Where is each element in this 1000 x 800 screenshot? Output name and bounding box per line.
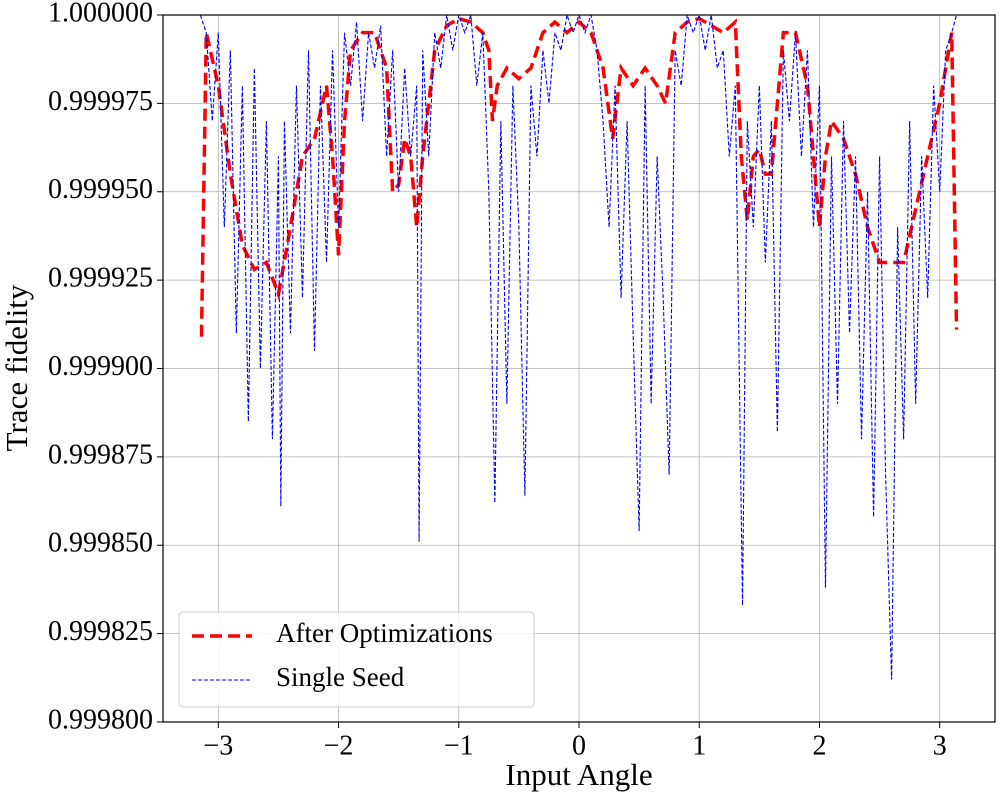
y-tick-label: 0.999825: [48, 616, 153, 647]
legend-box: [178, 611, 535, 708]
ticks: 0.999800 0.999825 0.999850 0.999875 0.999900…: [48, 0, 947, 761]
grid: [163, 14, 995, 723]
y-tick-label: 0.999975: [48, 86, 153, 117]
y-tick-label: 0.999900: [48, 351, 153, 382]
legend: After Optimizations Single Seed: [178, 611, 535, 708]
line-series: [199, 16, 959, 337]
x-tick-label: 3: [933, 730, 947, 761]
x-tick-label: −1: [444, 730, 474, 761]
y-tick-label: 1.000000: [48, 0, 153, 28]
y-tick-label: 0.999875: [48, 439, 153, 470]
x-axis-label: Input Angle: [505, 757, 652, 792]
plot-lines: [199, 15, 959, 680]
y-tick-label: 0.999800: [48, 704, 153, 735]
legend-label: After Optimizations: [276, 618, 493, 648]
y-tick-label: 0.999950: [48, 174, 153, 205]
y-tick-label: 0.999925: [48, 263, 153, 294]
legend-label: Single Seed: [276, 662, 405, 692]
y-tick-label: 0.999850: [48, 528, 153, 559]
y-axis-label: Trace fidelity: [0, 284, 34, 451]
x-tick-label: −2: [324, 730, 354, 761]
x-tick-label: 1: [692, 730, 706, 761]
x-tick-label: 0: [572, 730, 586, 761]
x-tick-label: 2: [812, 730, 826, 761]
line-series: [199, 15, 958, 680]
x-tick-label: −3: [203, 730, 233, 761]
